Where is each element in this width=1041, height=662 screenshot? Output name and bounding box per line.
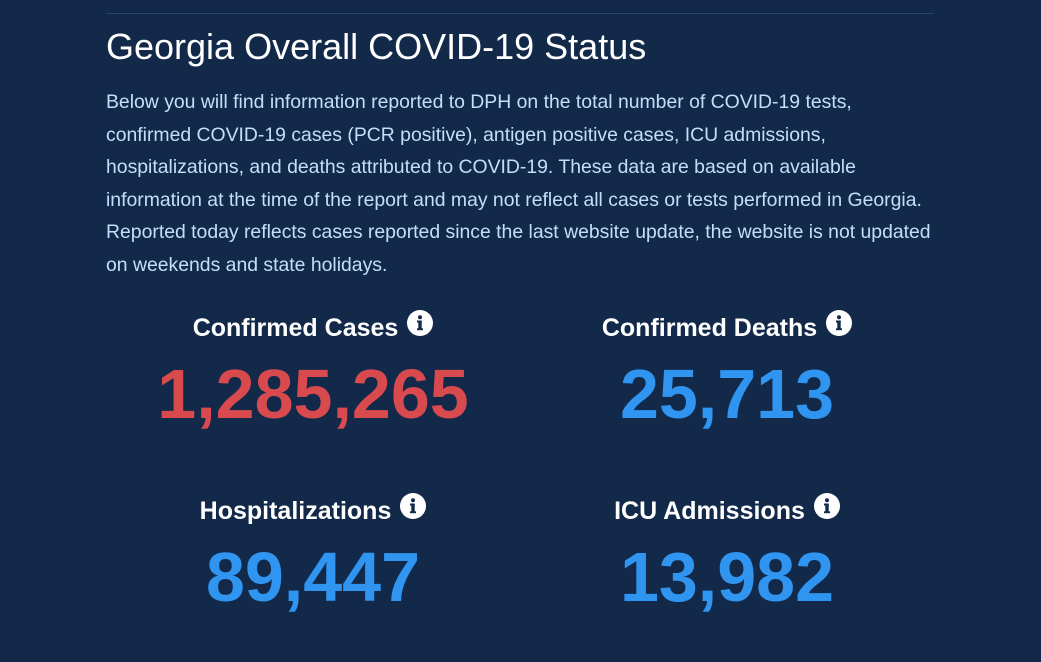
info-icon[interactable]	[407, 310, 434, 336]
confirmed-cases-label: Confirmed Cases	[192, 313, 399, 342]
icu-admissions-label: ICU Admissions	[614, 496, 805, 525]
page-title: Georgia Overall COVID-19 Status	[106, 26, 647, 67]
hospitalizations-stat: Hospitalizations 89,447	[103, 493, 523, 613]
hospitalizations-label: Hospitalizations	[199, 496, 392, 525]
icu-admissions-value: 13,982	[619, 538, 835, 616]
page-description: Below you will find information reported…	[106, 91, 931, 276]
confirmed-deaths-header: Confirmed Deaths	[517, 310, 937, 346]
top-divider	[106, 13, 934, 14]
icu-admissions-stat: ICU Admissions 13,982	[517, 493, 937, 613]
confirmed-cases-value: 1,285,265	[157, 355, 469, 433]
hospitalizations-value: 89,447	[205, 538, 421, 616]
confirmed-cases-stat: Confirmed Cases 1,285,265	[103, 310, 523, 430]
hospitalizations-header: Hospitalizations	[103, 493, 523, 529]
confirmed-deaths-label: Confirmed Deaths	[601, 313, 818, 342]
info-icon[interactable]	[813, 493, 840, 519]
icu-admissions-header: ICU Admissions	[517, 493, 937, 529]
info-icon[interactable]	[826, 310, 853, 336]
confirmed-cases-header: Confirmed Cases	[103, 310, 523, 346]
info-icon[interactable]	[400, 493, 427, 519]
confirmed-deaths-stat: Confirmed Deaths 25,713	[517, 310, 937, 430]
confirmed-deaths-value: 25,713	[619, 355, 835, 433]
